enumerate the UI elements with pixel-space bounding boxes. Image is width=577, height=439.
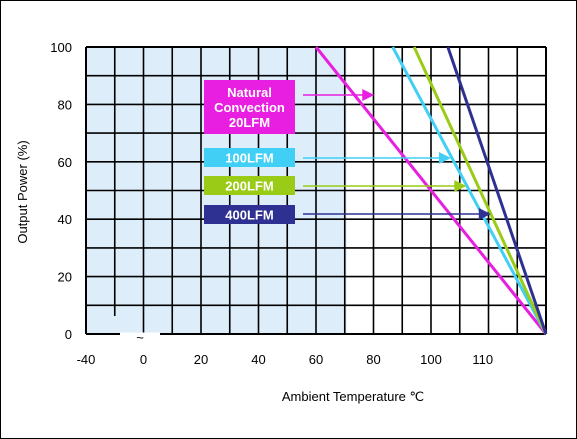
x-tick-label: 80	[366, 352, 380, 367]
y-tick-label: 60	[58, 155, 72, 170]
y-tick-label: 40	[58, 212, 72, 227]
x-tick-label: 110	[472, 352, 493, 367]
arrow-head-3	[478, 208, 491, 220]
series-line-3	[446, 46, 548, 335]
annotation-arrows	[303, 89, 491, 220]
series-line-1	[391, 46, 548, 335]
tick-labels: -40 0 20 40 60 80 100 110 0 20 40 60 80 100	[50, 40, 493, 367]
arrow-head-1	[438, 152, 451, 164]
axis-break-symbol: ~	[136, 330, 144, 345]
x-tick-label: 40	[251, 352, 265, 367]
y-axis-label: Output Power (%)	[15, 140, 30, 243]
legend-box-2: 200LFM	[204, 176, 295, 195]
x-tick-label: -40	[77, 352, 96, 367]
arrow-head-0	[362, 89, 375, 101]
y-tick-label: 20	[58, 270, 72, 285]
legend-box-label: 400LFM	[225, 208, 273, 223]
x-tick-label: 60	[309, 352, 323, 367]
y-tick-label: 0	[65, 327, 72, 342]
legend-box-bg	[204, 176, 295, 195]
x-axis-label: Ambient Temperature ℃	[282, 389, 424, 404]
legend-box-bg	[204, 148, 295, 167]
legend-box-1: 100LFM	[204, 148, 295, 167]
arrow-head-2	[454, 180, 467, 192]
legend-box-label: 20LFM	[229, 115, 270, 130]
x-tick-label: 100	[420, 352, 442, 367]
x-tick-label: 0	[140, 352, 147, 367]
series-line-2	[412, 46, 548, 335]
x-tick-label: 20	[194, 352, 208, 367]
legend-box-3: 400LFM	[204, 205, 295, 224]
legend-box-label: 200LFM	[225, 179, 273, 194]
legend-box-label: 100LFM	[225, 151, 273, 166]
legend-box-bg	[204, 80, 295, 134]
y-tick-label: 80	[58, 97, 72, 112]
legend-box-label: Convection	[214, 100, 285, 115]
y-tick-label: 100	[50, 40, 72, 55]
legend-box-bg	[204, 205, 295, 224]
legend-box-label: Natural	[227, 85, 272, 100]
